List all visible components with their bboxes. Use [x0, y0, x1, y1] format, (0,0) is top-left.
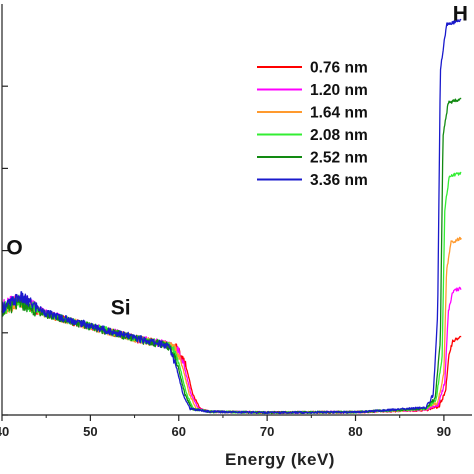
peak-annotation: Si [111, 296, 131, 319]
legend-label: 3.36 nm [310, 172, 368, 189]
x-tick-label: 60 [172, 424, 186, 439]
series-layer [1, 18, 462, 415]
x-tick-label: 70 [260, 424, 274, 439]
series-line-0-76-nm [1, 294, 462, 415]
x-tick-label: 90 [437, 424, 451, 439]
series-line-2-52-nm [1, 97, 462, 415]
legend-label: 2.08 nm [310, 127, 368, 144]
x-tick-label: 50 [83, 424, 97, 439]
series-line-3-36-nm [1, 18, 462, 415]
axes-layer: 40 50 60 70 80 90 [0, 4, 472, 439]
legend-label: 1.20 nm [310, 82, 368, 99]
series-line-1-20-nm [1, 286, 462, 415]
peak-annotation: H [453, 2, 468, 25]
legend-label: 2.52 nm [310, 150, 368, 167]
legend-label: 0.76 nm [310, 60, 368, 77]
series-line-1-64-nm [1, 236, 462, 415]
legend: 0.76 nm 1.20 nm 1.64 nm 2.08 nm 2.52 nm 3.36 … [257, 60, 368, 189]
peak-annotation: O [6, 237, 22, 260]
x-tick-label: 40 [0, 424, 9, 439]
legend-label: 1.64 nm [310, 105, 368, 122]
x-axis-title: Energy (keV) [225, 450, 335, 469]
series-line-2-08-nm [1, 171, 462, 415]
x-tick-label: 80 [348, 424, 362, 439]
annotation-layer: O Si H [6, 2, 467, 319]
